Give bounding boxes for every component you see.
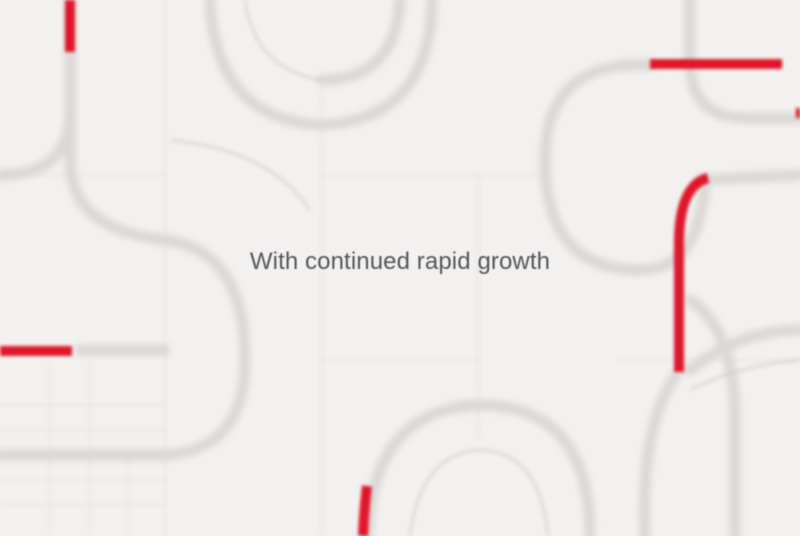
small-grid (0, 360, 165, 536)
thin-curves (169, 0, 800, 536)
caption-text: With continued rapid growth (249, 248, 551, 275)
